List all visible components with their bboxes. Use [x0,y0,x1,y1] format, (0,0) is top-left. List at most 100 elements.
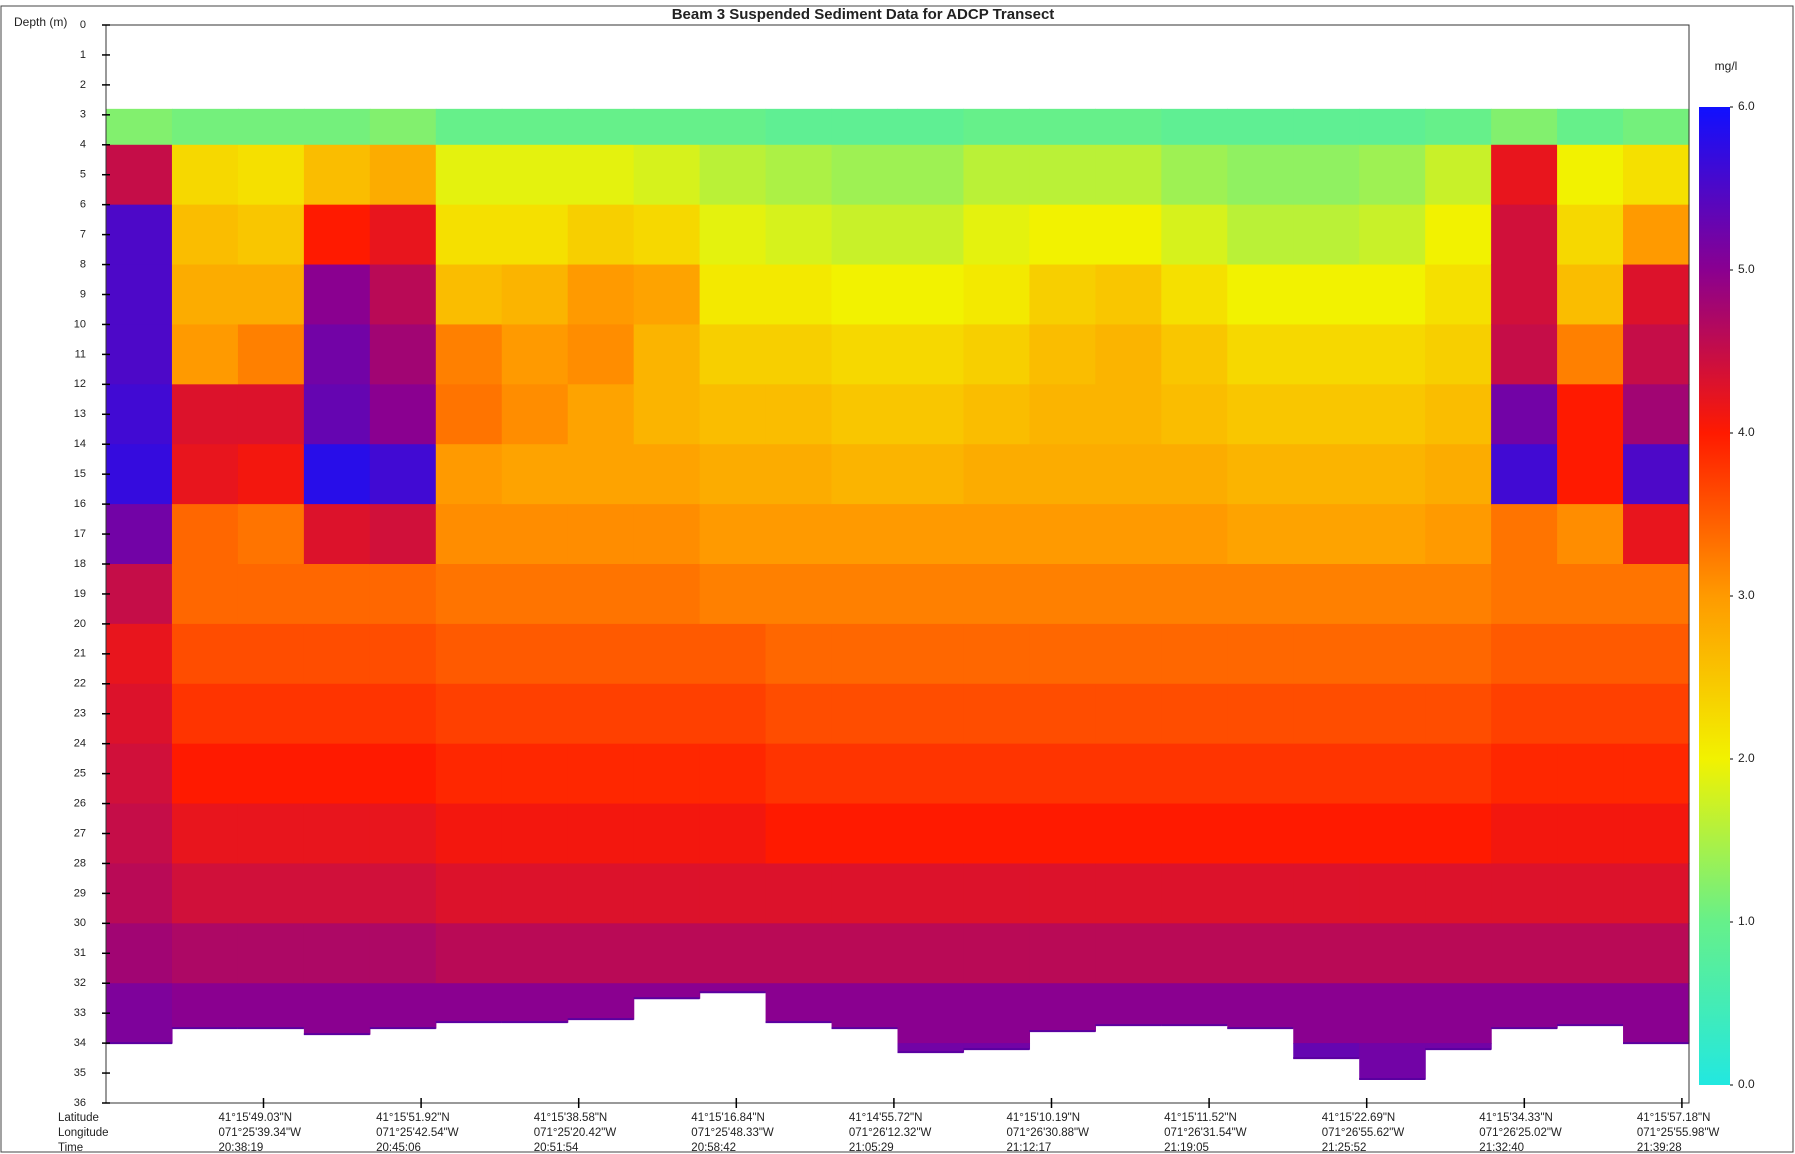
heatmap-cell [1491,683,1558,745]
heatmap-cell [303,923,371,984]
heatmap-cell [1227,504,1294,565]
heatmap-cell [1293,324,1360,385]
heatmap-cell [897,108,965,146]
heatmap-cell [369,204,437,266]
heatmap-cell [1425,504,1492,565]
heatmap-cell [237,108,305,146]
y-tick-label: 1 [80,49,86,61]
y-tick-label: 12 [74,378,86,390]
heatmap-cell [1161,923,1228,984]
heatmap-cell [1029,923,1096,984]
heatmap-cell [1623,504,1690,565]
heatmap-cell [1557,743,1624,805]
heatmap-cell [237,983,305,1029]
heatmap-cell [435,923,503,984]
heatmap-cell [567,803,635,865]
heatmap-cell [963,564,1031,625]
heatmap-cell [106,444,173,505]
heatmap-cell [1491,204,1558,266]
heatmap-cell [1623,324,1690,385]
heatmap-cell [106,264,173,326]
heatmap-cell [963,803,1031,865]
heatmap-cell [1491,324,1558,385]
heatmap-cell [237,803,305,865]
heatmap-cell [303,264,371,326]
heatmap-cell [1161,623,1228,685]
heatmap-cell [435,863,503,924]
y-tick-label: 36 [74,1097,86,1109]
x-tick-label: 41°15'34.33"N [1479,1112,1553,1124]
x-tick-label: 20:51:54 [534,1142,579,1154]
heatmap-cell [1095,743,1162,805]
heatmap-cell [1491,623,1558,685]
x-tick-label: 071°25'55.98"W [1637,1127,1720,1139]
heatmap-cell [897,564,965,625]
heatmap-cell [1161,444,1228,505]
x-row-label: Longitude [58,1127,109,1139]
heatmap-cell [831,108,899,146]
x-tick-label: 21:19:05 [1164,1142,1209,1154]
heatmap-cell [699,324,767,385]
heatmap-cell [963,683,1031,745]
chart-title: Beam 3 Suspended Sediment Data for ADCP … [672,6,1055,23]
y-tick-label: 32 [74,977,86,989]
heatmap-cell [1095,504,1162,565]
heatmap-cell [237,384,305,445]
heatmap-cell [1425,863,1492,924]
heatmap-cell [1293,1043,1360,1059]
heatmap-cell [1425,683,1492,745]
heatmap-cell [633,564,701,625]
heatmap-cell [1623,863,1690,924]
heatmap-cell [633,803,701,865]
heatmap-cell [1425,623,1492,685]
y-tick-label: 26 [74,797,86,809]
heatmap-cell [1029,324,1096,385]
heatmap-cell [435,324,503,385]
heatmap-cell [1161,564,1228,625]
heatmap-cell [897,863,965,924]
heatmap-cell [237,144,305,206]
heatmap-cell [303,983,371,1035]
heatmap-cell [1623,803,1690,865]
heatmap-cell [501,923,569,984]
heatmap-cell [1095,923,1162,984]
heatmap-cell [1425,564,1492,625]
heatmap-cell [501,803,569,865]
heatmap-cell [1359,108,1426,146]
heatmap-cell [1557,204,1624,266]
heatmap-cell [369,683,437,745]
heatmap-cell [1425,444,1492,505]
heatmap-cell [303,108,371,146]
heatmap-cell [1095,444,1162,505]
heatmap-cell [1029,384,1096,445]
heatmap-cell [897,144,965,206]
heatmap-cell [1095,623,1162,685]
heatmap-cell [765,564,833,625]
heatmap-cell [1623,144,1690,206]
heatmap-cell [1623,923,1690,984]
heatmap-cell [831,444,899,505]
heatmap-cell [897,384,965,445]
heatmap-cell [831,264,899,326]
heatmap-cell [699,504,767,565]
heatmap-cell [369,108,437,146]
y-tick-label: 3 [80,109,86,121]
colorbar-tick-label: 3.0 [1738,588,1755,602]
heatmap-cell [567,384,635,445]
heatmap-cell [303,444,371,505]
heatmap-cell [1095,983,1162,1026]
heatmap-cell [237,863,305,924]
heatmap-cell [1491,923,1558,984]
heatmap-cell [1491,264,1558,326]
y-tick-label: 33 [74,1007,86,1019]
heatmap-cell [567,564,635,625]
heatmap-cell [369,863,437,924]
heatmap-cell [633,264,701,326]
heatmap-cell [435,204,503,266]
heatmap-cell [567,108,635,146]
heatmap-cell [567,623,635,685]
x-tick-label: 41°15'16.84"N [691,1112,765,1124]
heatmap-cell [567,444,635,505]
heatmap-cell [1359,264,1426,326]
y-tick-label: 11 [75,348,86,360]
